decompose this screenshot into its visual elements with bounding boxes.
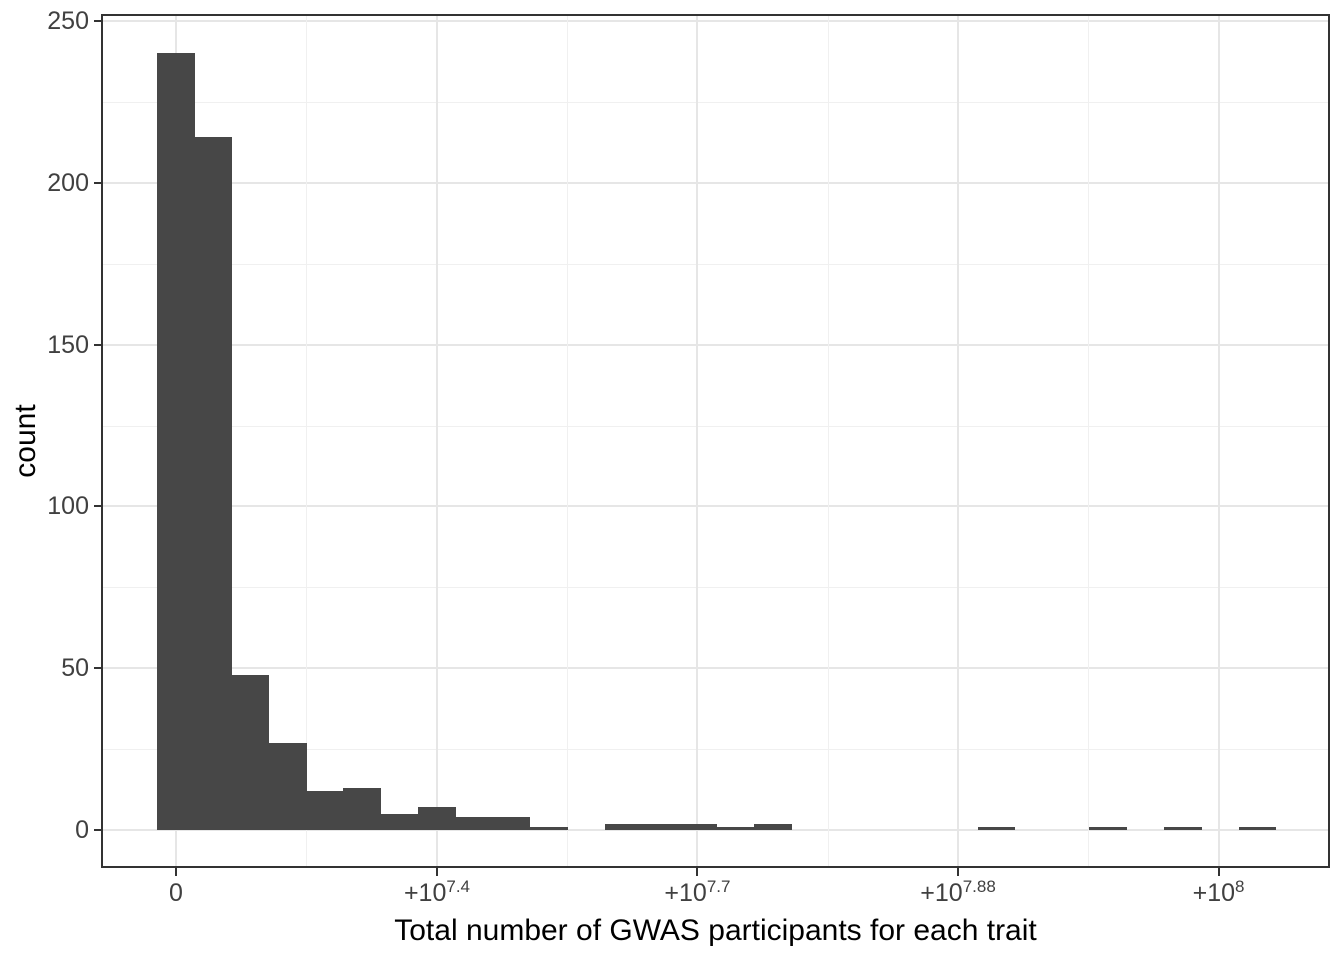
histogram-bar	[231, 674, 270, 830]
y-axis-tick-label: 100	[47, 492, 89, 521]
grid-major-vertical	[957, 15, 960, 867]
grid-minor-horizontal	[102, 749, 1329, 751]
x-axis-title: Total number of GWAS participants for ea…	[394, 914, 1037, 947]
x-axis-tick	[174, 867, 177, 876]
y-axis-tick	[94, 667, 102, 670]
y-axis-title: count	[9, 404, 42, 478]
histogram-bar	[343, 787, 382, 830]
grid-major-horizontal	[102, 181, 1329, 184]
y-axis-tick-label: 50	[61, 654, 89, 683]
histogram-bar	[268, 742, 307, 830]
x-tick-exponent: 7.88	[962, 877, 996, 896]
x-axis-tick-label: 0	[169, 879, 183, 907]
x-axis-tick-label: +108	[1193, 876, 1245, 913]
histogram-bar	[306, 791, 344, 830]
x-axis-tick	[435, 867, 438, 876]
plot-panel	[102, 15, 1329, 867]
y-axis-tick-label: 200	[47, 168, 89, 197]
x-axis-tick-label: +107.4	[404, 876, 470, 913]
grid-major-horizontal	[102, 20, 1329, 22]
grid-major-horizontal	[102, 829, 1329, 831]
histogram-bar	[194, 137, 233, 830]
y-axis-tick	[94, 505, 102, 508]
grid-minor-vertical	[827, 15, 829, 867]
histogram-bar	[679, 823, 717, 830]
histogram-bar	[1164, 826, 1202, 830]
y-axis-tick-label: 250	[47, 7, 89, 35]
grid-major-horizontal	[102, 505, 1329, 508]
grid-minor-horizontal	[102, 101, 1329, 103]
x-axis-tick	[957, 867, 960, 876]
grid-major-vertical	[1217, 15, 1220, 867]
x-axis-tick	[696, 867, 699, 876]
y-axis-tick	[94, 343, 102, 346]
histogram-bar	[455, 817, 494, 830]
grid-minor-vertical	[306, 15, 308, 867]
grid-minor-horizontal	[102, 587, 1329, 589]
histogram-bar	[1238, 826, 1277, 830]
histogram-bar	[753, 823, 792, 830]
x-axis-tick-label: +107.7	[664, 876, 730, 913]
grid-major-vertical	[696, 15, 699, 867]
histogram-bar	[156, 53, 195, 830]
histogram-bar	[529, 826, 568, 830]
y-axis-tick	[94, 829, 102, 831]
y-axis-tick-label: 0	[75, 816, 89, 844]
grid-major-horizontal	[102, 343, 1329, 346]
histogram-bar	[492, 817, 531, 830]
histogram-bar	[418, 807, 456, 830]
histogram-bar	[1089, 826, 1128, 830]
grid-major-horizontal	[102, 667, 1329, 670]
x-axis-tick-label: +107.88	[920, 876, 996, 913]
grid-major-vertical	[435, 15, 438, 867]
histogram-bar	[977, 826, 1016, 830]
histogram-bar	[716, 826, 755, 830]
histogram-bar	[604, 823, 643, 830]
y-axis-tick	[94, 181, 102, 184]
grid-minor-vertical	[1088, 15, 1090, 867]
x-tick-exponent: 7.4	[446, 877, 470, 896]
histogram-bar	[380, 813, 419, 830]
x-axis-tick	[1217, 867, 1220, 876]
y-axis-tick	[94, 20, 102, 22]
grid-minor-horizontal	[102, 263, 1329, 265]
x-tick-exponent: 8	[1235, 877, 1245, 896]
histogram-bar	[641, 823, 680, 830]
grid-minor-vertical	[567, 15, 569, 867]
x-tick-exponent: 7.7	[706, 877, 731, 896]
y-axis-tick-label: 150	[47, 330, 89, 359]
grid-minor-horizontal	[102, 425, 1329, 427]
